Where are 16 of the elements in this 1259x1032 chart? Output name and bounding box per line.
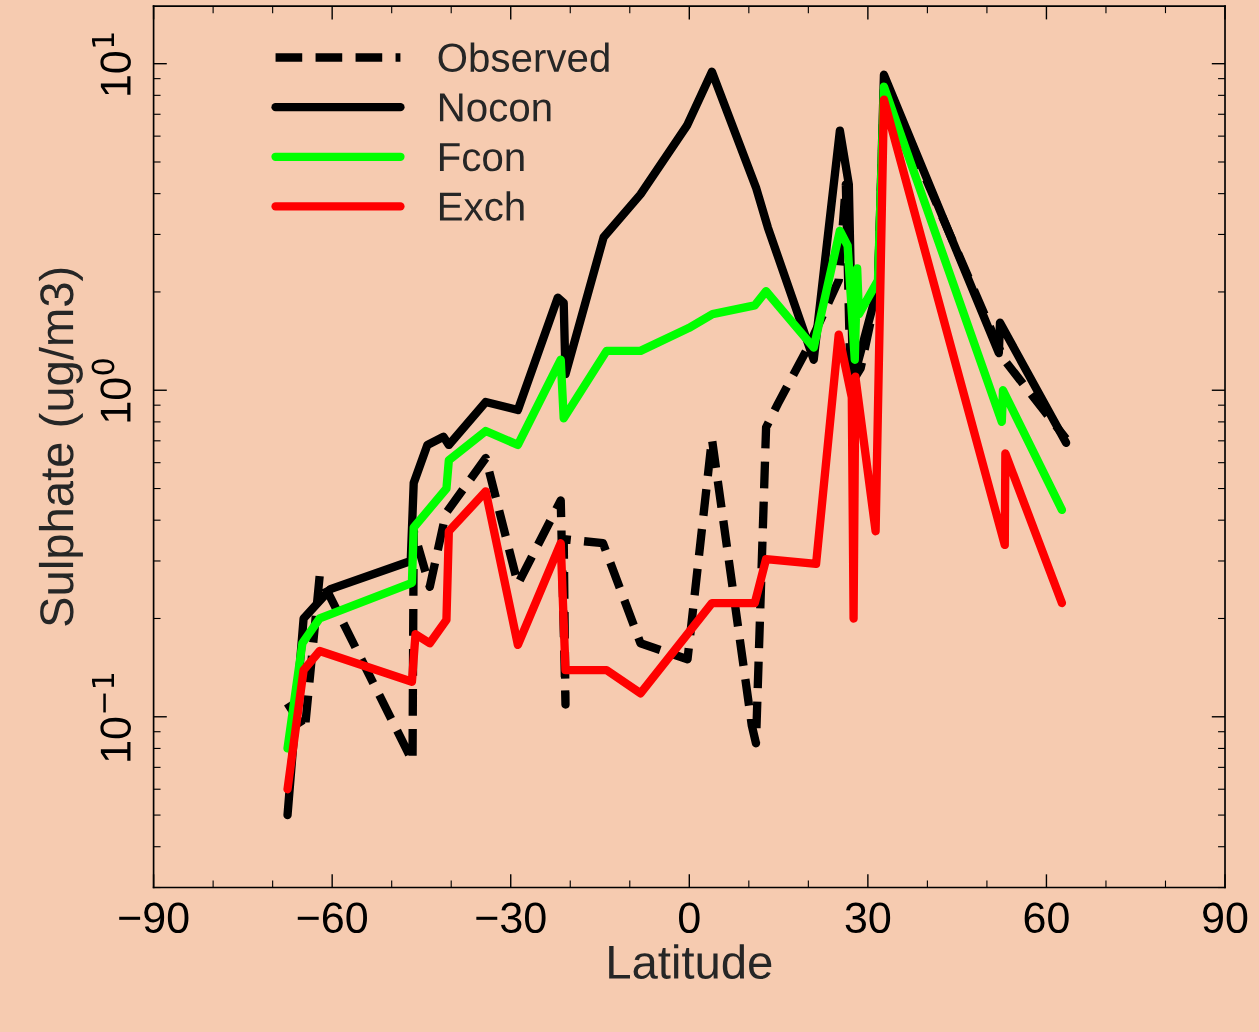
- y-tick-label: 10$^{1}$: [92, 33, 131, 95]
- legend-label: Fcon: [439, 143, 524, 172]
- legend-label: Observed: [438, 42, 609, 73]
- y-tick-label: 10$^{0}$: [91, 359, 131, 422]
- legend-label: Exch: [439, 191, 524, 221]
- x-tick-label: −60: [297, 902, 367, 934]
- x-tick-label: −90: [119, 902, 189, 934]
- x-axis-title: Latitude: [609, 944, 772, 980]
- x-tick-label: 60: [1024, 902, 1069, 934]
- x-tick-label: 30: [845, 902, 891, 934]
- y-axis-title: Sulphate (ug/m3): [38, 268, 83, 626]
- x-tick-label: 90: [1203, 902, 1248, 934]
- legend-label: Nocon: [439, 93, 551, 122]
- y-tick-label: 10$^{−1}$: [92, 673, 131, 761]
- x-tick-label: 0: [679, 902, 700, 934]
- x-tick-label: −30: [476, 902, 546, 934]
